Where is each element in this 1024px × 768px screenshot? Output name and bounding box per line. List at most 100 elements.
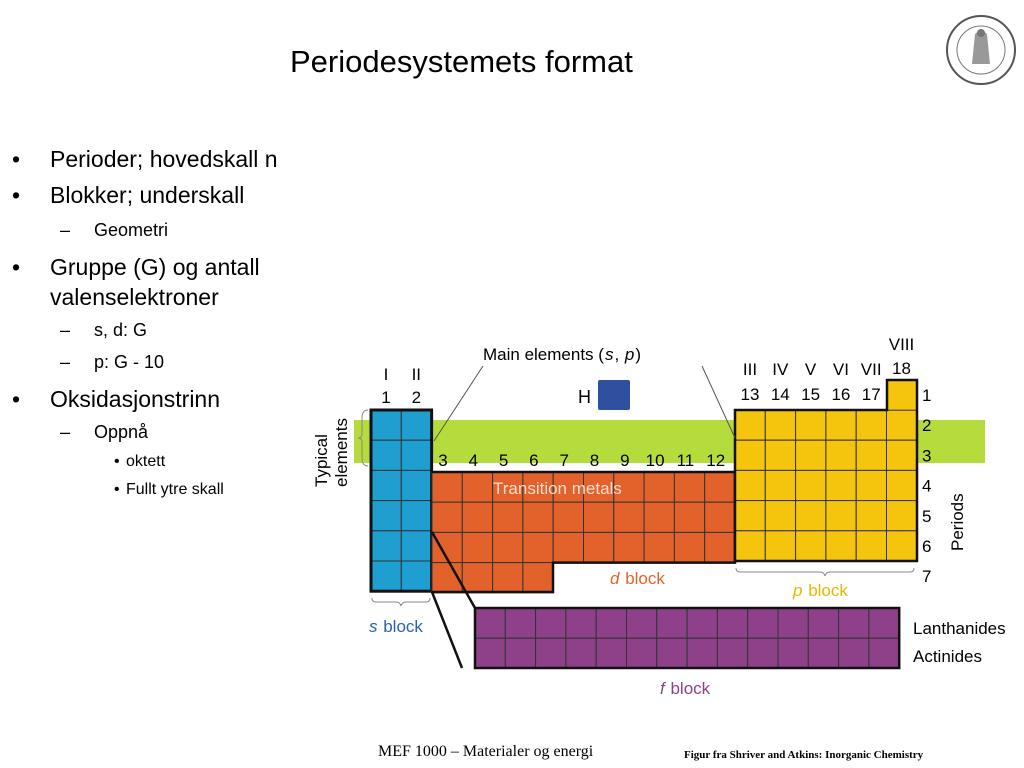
f-block-cell [565,637,597,669]
bullet-marker: – [60,422,71,442]
d-block-cell [673,501,706,533]
group-number: 3 [438,451,447,470]
s-block-cell [400,409,433,441]
periods-label: Periods [948,493,967,551]
f-block-connector [430,531,477,669]
f-block-cell [474,607,506,639]
d-block-cell [431,471,463,503]
period-number: 1 [922,386,931,405]
d-block-cell [613,531,645,564]
p-block-cell [795,500,827,532]
group-number: 14 [771,385,790,404]
group-number: 17 [862,385,881,404]
s-block-cell [400,469,433,502]
bullet-marker: • [12,386,21,412]
s-block-label-part: s [369,617,378,636]
p-block-cell [795,439,827,471]
group-number: 6 [529,451,538,470]
bullet-text: Blokker; underskall [50,182,245,208]
f-block-cell [656,607,688,639]
p-block-cell [825,439,857,471]
bullet-marker: – [60,320,71,340]
p-block-label-part: block [803,581,848,600]
period-number: 6 [922,537,931,556]
p-block-cell [764,409,797,441]
f-block-cell [838,637,870,669]
hydrogen-box [598,380,630,410]
p-block-cell [886,500,918,532]
hydrogen-label: H [578,387,591,407]
bullet-marker: – [60,352,71,372]
group-roman: III [743,360,757,379]
p-block-outline [733,378,919,563]
group-number: 15 [801,385,820,404]
d-block-cell [643,501,675,533]
f-block-cell [535,607,567,639]
d-block-cell [522,501,554,533]
group-number: 12 [706,451,725,470]
d-block-cell [643,531,675,564]
f-block-cell [686,637,718,669]
p-block-cell [855,469,888,502]
f-block-cell [716,637,749,669]
bullet-text: p: G - 10 [94,352,165,372]
main-elements-pointer [433,365,736,442]
d-block-outline [432,470,737,594]
d-block-cell [583,501,615,533]
group-number: 4 [469,451,478,470]
p-block-cell [886,379,918,411]
f-block-cell [747,607,779,639]
d-block-cell [673,471,706,503]
typical-elements-label: Typical [312,434,331,487]
p-block-cell [764,469,797,502]
s-block-cell [370,560,402,592]
group-roman: II [412,365,421,384]
p-block-cell [886,409,918,441]
main-elements-label-part: Main elements ( [483,345,604,364]
d-block-cell [461,501,494,533]
transition-metals-label: Transition metals [493,479,622,498]
f-block-cell [838,607,870,639]
d-block-cell [522,562,554,594]
d-block-cell [461,471,494,503]
d-block-cell [492,501,524,533]
figure-credit: Figur fra Shriver and Atkins: Inorganic … [684,749,924,761]
university-seal-logo [946,15,1016,85]
group-roman: VI [833,360,849,379]
f-block-cell [868,637,900,669]
p-block-cell [734,500,766,532]
main-elements-label-part: p [624,345,634,364]
f-block-cell [747,637,779,669]
lanthanides-label: Lanthanides [913,619,1006,638]
s-block-cell [400,439,433,471]
group-number: 13 [741,385,760,404]
d-block-cell [552,531,585,564]
d-block-label-part: block [620,569,665,588]
group-roman: IV [772,360,789,379]
p-block-cell [795,409,827,441]
group-roman: VIII [889,335,915,354]
f-block-cell [807,607,840,639]
d-block-cell [704,531,736,564]
footer-course: MEF 1000 – Materialer og energi [378,743,594,760]
d-block-cell [673,531,706,564]
d-block-cell [704,471,736,503]
group-number: 2 [412,388,421,407]
group-roman: I [384,365,389,384]
period-number: 3 [922,446,931,465]
s-block-cell [370,530,402,562]
bullet-text: Oksidasjonstrinn [50,386,221,412]
group-number: 1 [381,388,390,407]
slide-title: Periodesystemets format [290,44,633,79]
f-block-cell [474,637,506,669]
f-block-cell [868,607,900,639]
s-block-cell [400,500,433,532]
p-block-cell [855,409,888,441]
f-block-cell [535,637,567,669]
f-block-label-part: f [660,679,667,698]
bullet-text: Oppnå [94,422,149,442]
typical-elements-label: elements [332,418,351,487]
bullet-text: valenselektroner [50,284,219,310]
bullet-text: Gruppe (G) og antall [50,254,260,280]
